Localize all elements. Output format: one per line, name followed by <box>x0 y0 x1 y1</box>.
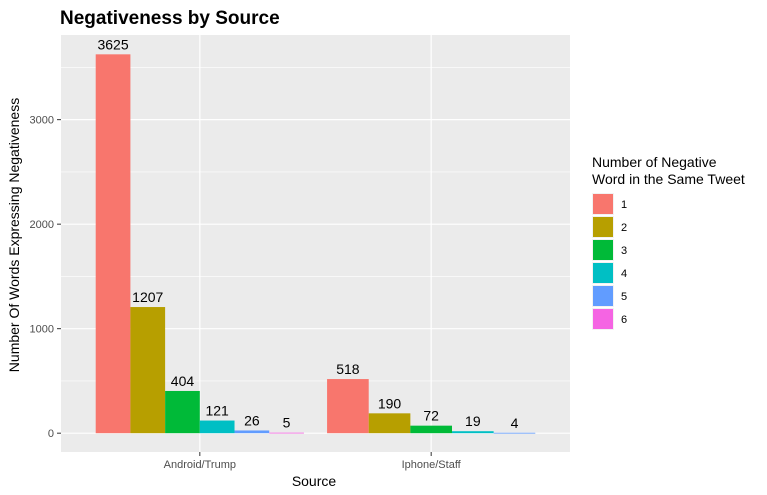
bar-iphone-staff-series-4 <box>452 431 494 434</box>
bars-layer <box>95 54 536 434</box>
bar-android-trump-series-6 <box>269 432 304 434</box>
bar-android-trump-series-2 <box>130 307 166 434</box>
y-axis-title: Number Of Words Expressing Negativeness <box>6 98 22 372</box>
x-tick-label: Android/Trump <box>164 459 236 471</box>
legend-label: 5 <box>621 291 627 303</box>
legend-swatch-5 <box>593 286 613 306</box>
data-label: 19 <box>465 413 481 429</box>
x-axis-title: Source <box>292 473 337 489</box>
y-tick-label: 2000 <box>30 219 54 231</box>
x-tick-label: Iphone/Staff <box>402 459 462 471</box>
legend-swatch-3 <box>593 240 613 260</box>
legend-label: 6 <box>621 314 627 326</box>
y-tick-label: 3000 <box>30 115 54 127</box>
data-label: 72 <box>423 408 439 424</box>
legend-label: 4 <box>621 268 627 280</box>
bar-iphone-staff-series-3 <box>410 425 453 434</box>
legend-label: 1 <box>621 199 627 211</box>
bar-iphone-staff-series-1 <box>327 379 369 434</box>
bar-android-trump-series-4 <box>199 420 235 434</box>
data-label: 5 <box>283 415 291 431</box>
data-label: 26 <box>244 412 260 428</box>
legend-swatch-2 <box>593 217 613 237</box>
bar-android-trump-series-3 <box>165 390 200 434</box>
y-tick-label: 1000 <box>30 324 54 336</box>
legend-swatch-6 <box>593 309 613 329</box>
legend-label: 2 <box>621 222 627 234</box>
bar-iphone-staff-series-5 <box>493 432 536 434</box>
y-tick-label: 0 <box>48 428 54 440</box>
legend-swatch-1 <box>593 194 613 214</box>
y-axis: 0 1000 2000 3000 <box>30 115 61 440</box>
legend-title-line2: Word in the Same Tweet <box>592 171 745 187</box>
data-label: 4 <box>511 415 519 431</box>
data-label: 1207 <box>132 289 163 305</box>
data-label: 190 <box>378 395 402 411</box>
bar-android-trump-series-1 <box>95 54 131 434</box>
data-label: 404 <box>171 373 195 389</box>
data-labels-layer: 3625 1207 404 121 26 5 518 190 72 19 4 <box>97 36 518 430</box>
chart-title: Negativeness by Source <box>60 8 280 29</box>
bar-iphone-staff-series-2 <box>368 413 411 434</box>
bar-android-trump-series-5 <box>234 430 270 434</box>
major-gridlines <box>61 35 570 452</box>
data-label: 518 <box>336 361 360 377</box>
x-axis: Android/Trump Iphone/Staff <box>164 452 462 471</box>
legend-swatch-4 <box>593 263 613 283</box>
legend: Number of Negative Word in the Same Twee… <box>592 154 745 330</box>
legend-label: 3 <box>621 245 627 257</box>
legend-title-line1: Number of Negative <box>592 154 717 170</box>
data-label: 3625 <box>97 36 128 52</box>
data-label: 121 <box>205 403 229 419</box>
